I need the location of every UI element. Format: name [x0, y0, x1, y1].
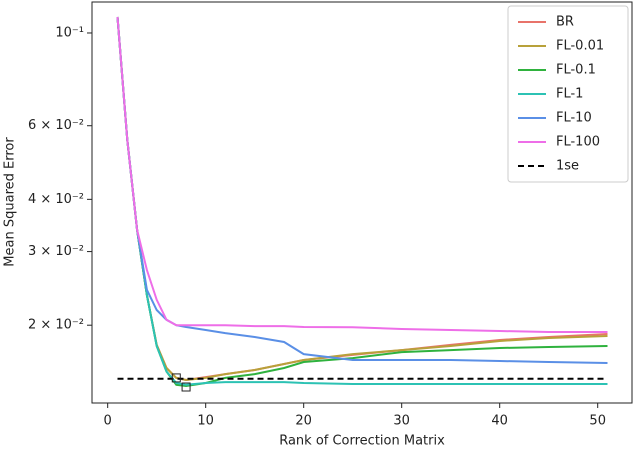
plot-frame: [91, 1, 633, 404]
x-axis-label: Rank of Correction Matrix: [279, 434, 445, 449]
y-tick-label: 10⁻¹: [55, 25, 84, 40]
x-tick-label: 20: [295, 414, 312, 429]
x-tick-label: 10: [197, 414, 214, 429]
x-tick-label: 40: [491, 414, 508, 429]
series-line: [116, 16, 608, 333]
y-tick-label: 2 × 10⁻²: [28, 318, 84, 333]
legend-label: BR: [556, 15, 574, 30]
legend-label: FL-0.1: [556, 63, 596, 78]
y-axis-label: Mean Squared Error: [3, 137, 18, 267]
x-tick-label: 50: [589, 414, 606, 429]
legend-label: FL-1: [556, 87, 583, 102]
x-tick-label: 0: [104, 414, 112, 429]
series-line: [116, 16, 608, 364]
y-tick-label: 6 × 10⁻²: [28, 118, 84, 133]
legend-label: FL-10: [556, 111, 592, 126]
y-tick-label: 4 × 10⁻²: [28, 192, 84, 207]
selected-point: [181, 382, 191, 392]
x-tick-label: 30: [393, 414, 410, 429]
y-tick-label: 3 × 10⁻²: [28, 244, 84, 259]
selected-point: [171, 373, 181, 383]
legend-label: FL-100: [556, 135, 600, 150]
legend-label: 1se: [556, 159, 579, 174]
legend-box: [507, 5, 629, 183]
legend-label: FL-0.01: [556, 39, 604, 54]
series-line: [116, 16, 608, 386]
